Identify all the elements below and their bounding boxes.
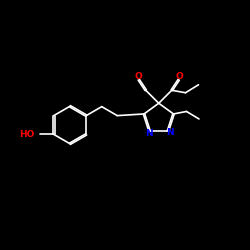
Text: O: O (175, 72, 183, 81)
Text: N: N (145, 129, 152, 138)
Text: O: O (134, 72, 142, 81)
Text: HO: HO (19, 130, 34, 139)
Text: N: N (166, 128, 174, 137)
